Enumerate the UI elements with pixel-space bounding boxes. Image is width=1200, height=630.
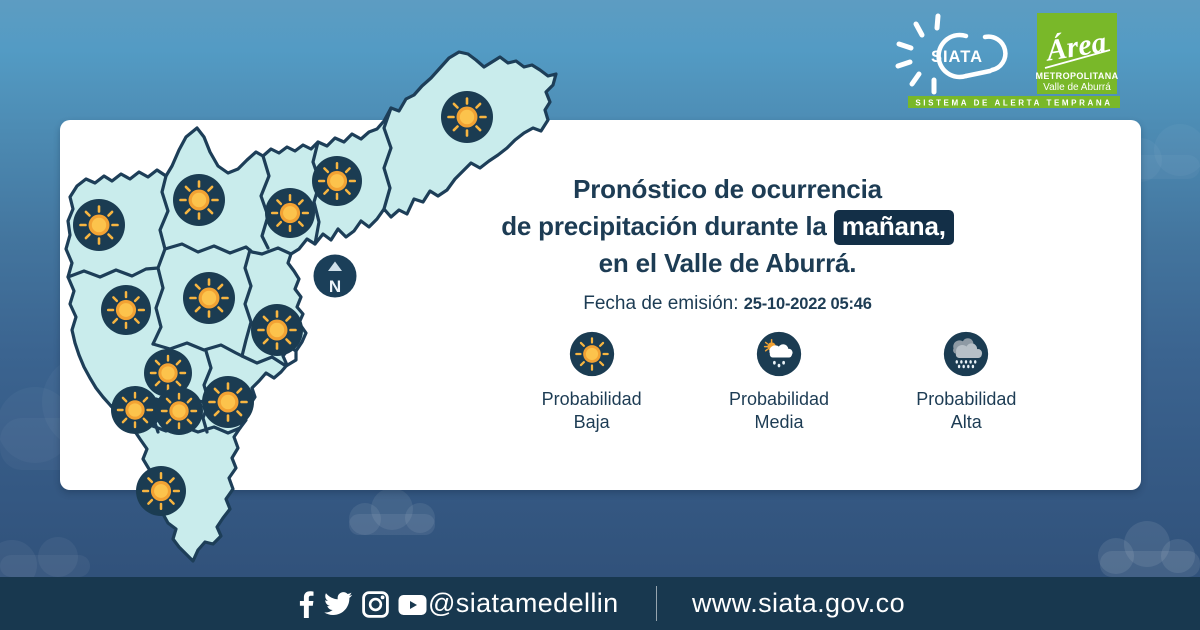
- title-line-2-text: de precipitación durante la: [501, 211, 827, 241]
- svg-text:SIATA: SIATA: [931, 48, 983, 66]
- social-icons: [299, 591, 427, 618]
- legend-item-media: Probabilidad Media: [685, 330, 872, 434]
- title-line-1: Pronóstico de ocurrencia: [573, 174, 882, 204]
- title-line-3: en el Valle de Aburrá.: [598, 248, 857, 278]
- emission-label: Fecha de emisión:: [583, 293, 739, 314]
- footer-divider: [656, 586, 657, 621]
- legend-label: Probabilidad Alta: [916, 389, 1017, 432]
- cloud-shape-center: [349, 488, 435, 535]
- cloud-shape-bottom-right: [1098, 521, 1200, 577]
- website-url[interactable]: www.siata.gov.co: [692, 588, 905, 618]
- title-line-2: de precipitación durante la mañana,: [455, 208, 1000, 245]
- legend-item-alta: Probabilidad Alta: [873, 330, 1060, 434]
- sun-rain-icon: [756, 331, 802, 377]
- youtube-icon[interactable]: [398, 594, 427, 616]
- rain-cloud-icon: [944, 331, 989, 377]
- emission-value: 25-10-2022 05:46: [743, 295, 872, 313]
- footer-bar: @siatamedellin www.siata.gov.co: [0, 577, 1200, 630]
- legend-label: Probabilidad Baja: [541, 389, 642, 432]
- alert-band: SISTEMA DE ALERTA TEMPRANA: [908, 96, 1120, 108]
- time-of-day-highlight: mañana,: [833, 210, 954, 245]
- sun-icon: [569, 331, 614, 377]
- facebook-icon[interactable]: [299, 591, 314, 618]
- area-metropolitana-logo: Área METROPOLITANA Valle de Aburrá: [1035, 13, 1118, 94]
- header-logos: SIATA Área METROPOLITANA Valle de Aburrá…: [895, 13, 1120, 108]
- probability-legend: Probabilidad Baja Probabilid: [498, 330, 1060, 434]
- legend-label: Probabilidad Media: [728, 389, 830, 432]
- siata-logo: SIATA: [895, 13, 1008, 95]
- title-block: Pronóstico de ocurrencia de precipitació…: [455, 171, 1000, 315]
- svg-text:SISTEMA DE ALERTA TEMPRANA: SISTEMA DE ALERTA TEMPRANA: [915, 99, 1112, 108]
- emission-date: Fecha de emisión: 25-10-2022 05:46: [455, 293, 1000, 315]
- svg-text:Valle de Aburrá: Valle de Aburrá: [1043, 82, 1111, 93]
- social-handle[interactable]: @siatamedellin: [428, 588, 619, 618]
- svg-text:METROPOLITANA: METROPOLITANA: [1035, 71, 1118, 81]
- twitter-icon[interactable]: [323, 592, 353, 617]
- instagram-icon[interactable]: [362, 591, 389, 618]
- legend-item-baja: Probabilidad Baja: [498, 330, 685, 434]
